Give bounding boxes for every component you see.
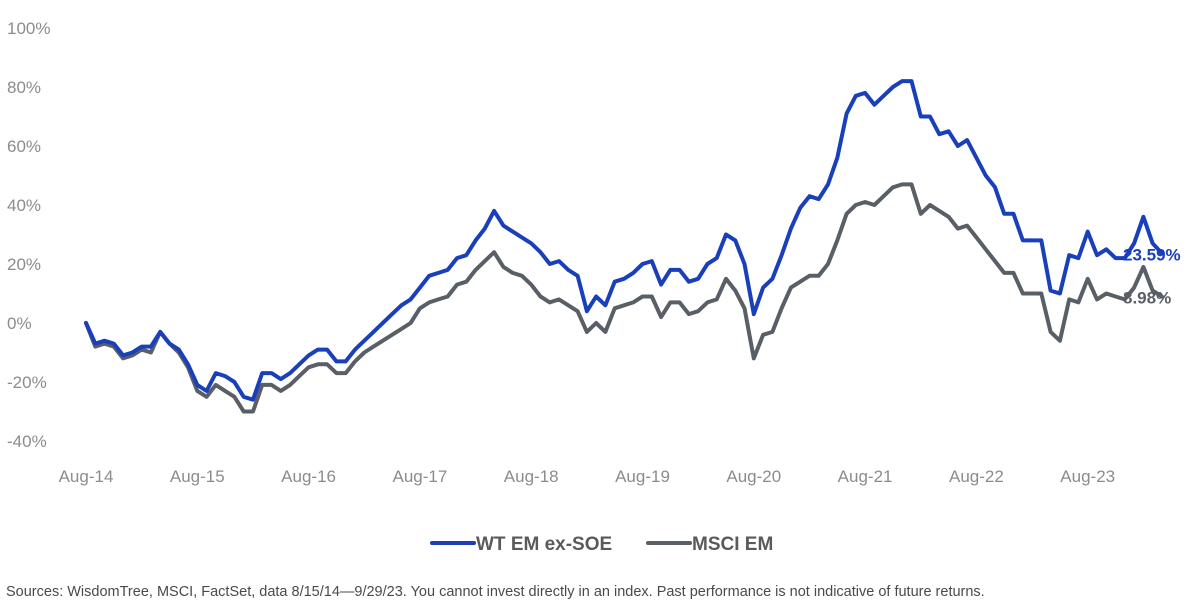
legend-label: WT EM ex-SOE xyxy=(476,534,612,555)
x-tick-label: Aug-21 xyxy=(838,467,893,486)
end-value-label: 23.59% xyxy=(1123,245,1181,264)
end-labels: 23.59% 8.98% xyxy=(1123,245,1181,307)
y-axis: -40% -20% 0% 20% 40% 60% 80% 100% xyxy=(7,19,50,451)
x-axis: Aug-14 Aug-15 Aug-16 Aug-17 Aug-18 Aug-19 Aug-… xyxy=(59,467,1116,486)
x-tick-label: Aug-20 xyxy=(726,467,781,486)
x-tick-label: Aug-23 xyxy=(1060,467,1115,486)
y-tick-label: -20% xyxy=(7,373,47,392)
x-tick-label: Aug-14 xyxy=(59,467,114,486)
series-lines xyxy=(84,79,1164,414)
x-tick-label: Aug-16 xyxy=(281,467,336,486)
y-tick-label: 20% xyxy=(7,255,41,274)
series-line-msci-em xyxy=(84,182,1164,414)
legend: WT EM ex-SOE MSCI EM xyxy=(430,534,773,555)
y-tick-label: -40% xyxy=(7,432,47,451)
x-tick-label: Aug-19 xyxy=(615,467,670,486)
x-tick-label: Aug-17 xyxy=(392,467,447,486)
x-tick-label: Aug-22 xyxy=(949,467,1004,486)
series-line-wt-em-ex-soe xyxy=(84,79,1164,402)
y-tick-label: 100% xyxy=(7,19,50,38)
end-value-label: 8.98% xyxy=(1123,289,1171,308)
y-tick-label: 40% xyxy=(7,196,41,215)
x-tick-label: Aug-18 xyxy=(504,467,559,486)
y-tick-label: 80% xyxy=(7,78,41,97)
y-tick-label: 60% xyxy=(7,137,41,156)
source-note: Sources: WisdomTree, MSCI, FactSet, data… xyxy=(6,584,985,600)
legend-label: MSCI EM xyxy=(692,534,773,555)
y-tick-label: 0% xyxy=(7,314,32,333)
x-tick-label: Aug-15 xyxy=(170,467,225,486)
